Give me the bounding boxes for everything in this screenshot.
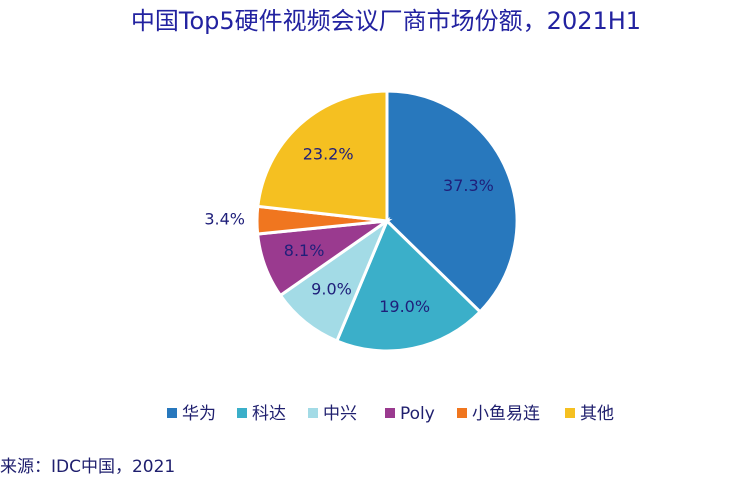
chart-title: 中国Top5硬件视频会议厂商市场份额，2021H1 [131, 7, 641, 35]
legend-swatch [457, 408, 467, 418]
legend-label: 华为 [182, 404, 216, 424]
legend-label: 科达 [252, 404, 286, 424]
pie-slice [256, 89, 389, 223]
data-label: 8.1% [284, 241, 325, 260]
pie-slice [334, 218, 483, 353]
source-note: 来源：IDC中国，2021 [0, 457, 175, 477]
data-label: 19.0% [379, 297, 430, 316]
legend-swatch [237, 408, 247, 418]
data-label: 37.3% [443, 176, 494, 195]
legend-label: 中兴 [323, 404, 357, 424]
data-label: 23.2% [303, 145, 354, 164]
legend-swatch [308, 408, 318, 418]
legend-label: Poly [400, 404, 435, 424]
legend-swatch [167, 408, 177, 418]
legend-swatch [565, 408, 575, 418]
legend-label: 其他 [580, 404, 614, 424]
legend-swatch [385, 408, 395, 418]
data-label: 3.4% [204, 210, 245, 229]
data-label: 9.0% [311, 279, 352, 298]
legend-label: 小鱼易连 [472, 404, 540, 424]
pie-slice [385, 89, 519, 314]
